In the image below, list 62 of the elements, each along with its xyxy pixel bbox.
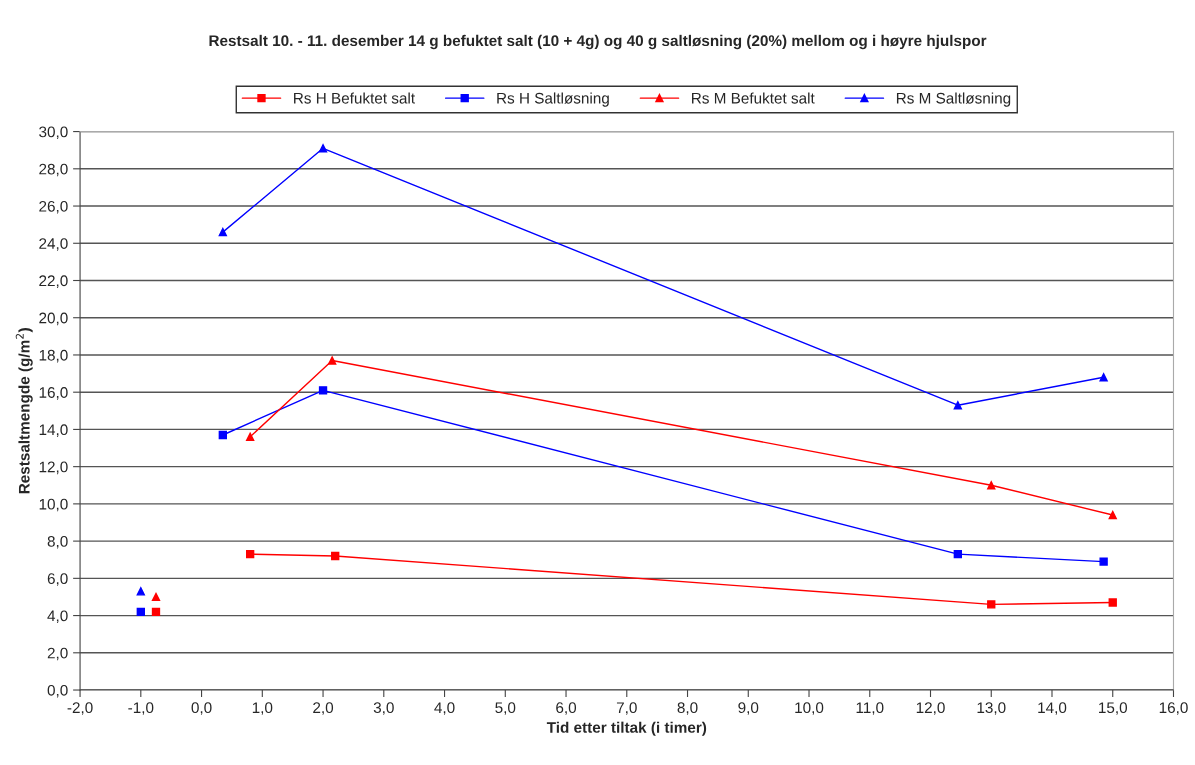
point (1099, 557, 1108, 566)
point (245, 549, 255, 559)
y-tick-label: 8,0 (47, 535, 68, 549)
point (151, 592, 161, 602)
y-tick-label: 2,0 (47, 647, 68, 661)
y-axis-title: Restsaltmengde (g/m$^{2}$) (15, 328, 33, 494)
chart-title: Restsalt 10. - 11. desember 14 g befuktet salt (10 + 4g) og 40 g saltløsning (20%) mellom og i høyre hjulspor (209, 34, 987, 50)
y-tick-label: 24,0 (39, 238, 68, 251)
point (987, 481, 996, 490)
point (318, 386, 328, 395)
x-tick-label: 8,0 (677, 702, 698, 715)
x-tick-label: 1,0 (252, 702, 273, 715)
x-tick-label: 3,0 (373, 702, 394, 715)
y-tick-label: 28,0 (39, 163, 68, 177)
y-tick-label: 6,0 (47, 573, 68, 586)
x-axis-title: Tid etter tiltak (i timer) (546, 721, 707, 736)
x-tick-label: 2,0 (313, 702, 334, 715)
y-tick-label: 4,0 (47, 610, 68, 624)
point (327, 356, 337, 365)
x-tick-label: 16,0 (1159, 702, 1188, 715)
y-tick-label: 12,0 (39, 461, 68, 475)
point (953, 401, 963, 410)
x-tick-label: 9,0 (738, 702, 759, 715)
y-tick-label: 26,0 (39, 200, 68, 214)
point (218, 430, 227, 440)
point (136, 607, 145, 617)
point (1108, 510, 1117, 520)
x-tick-label: 11,0 (856, 702, 884, 715)
y-tick-label: 0,0 (47, 684, 68, 698)
y-tick-label: 10,0 (39, 498, 68, 512)
x-tick-label: 7,0 (616, 702, 637, 715)
x-tick-label: 0,0 (191, 702, 212, 715)
x-tick-label: 12,0 (916, 702, 945, 715)
x-tick-label: 13,0 (977, 702, 1006, 715)
point (331, 551, 340, 561)
y-tick-label: 14,0 (39, 424, 68, 437)
point (318, 144, 328, 153)
x-tick-label: 6,0 (556, 702, 577, 715)
x-tick-label: 14,0 (1038, 702, 1067, 715)
x-tick-label: 4,0 (434, 702, 455, 715)
legend-label: Rs M Saltløsning (896, 92, 1011, 107)
point (218, 227, 227, 237)
point (1108, 598, 1117, 607)
point (245, 432, 255, 442)
point (987, 600, 996, 609)
x-tick-label: 15,0 (1099, 702, 1128, 715)
y-tick-label: 18,0 (39, 349, 68, 363)
legend-label: Rs M Befuktet salt (692, 92, 815, 104)
y-tick-label: 22,0 (39, 275, 68, 288)
point (136, 587, 145, 596)
legend-label: Rs H Saltløsning (497, 92, 609, 107)
point (151, 607, 161, 617)
legend-label: Rs H Befuktet salt (294, 92, 415, 104)
x-tick-label: -2,0 (67, 702, 93, 715)
y-tick-label: 20,0 (39, 312, 68, 326)
x-tick-label: 10,0 (795, 702, 824, 715)
point (1099, 373, 1108, 382)
point (953, 549, 963, 559)
x-tick-label: 5,0 (495, 702, 516, 715)
y-tick-label: 16,0 (39, 387, 68, 400)
y-tick-label: 30,0 (39, 126, 68, 140)
x-tick-label: -1,0 (128, 702, 154, 715)
